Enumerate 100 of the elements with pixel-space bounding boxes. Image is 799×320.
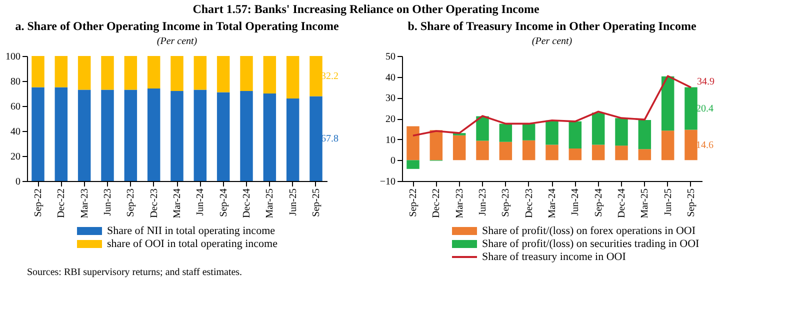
bar <box>240 56 253 91</box>
x-tick-label: Dec-23 <box>524 188 535 218</box>
bar <box>568 148 582 160</box>
legend-label: share of OOI in total operating income <box>107 238 278 250</box>
chart-subtitle: (Per cent) <box>156 36 198 47</box>
x-tick-label: Sep-24 <box>218 188 230 217</box>
bar <box>170 91 184 181</box>
bar <box>263 56 276 94</box>
bar <box>406 160 420 169</box>
x-tick-label: Sep-23 <box>500 188 512 217</box>
bar <box>592 144 605 160</box>
legend-label: Share of NII in total operating income <box>107 225 276 237</box>
bar <box>638 120 652 150</box>
bar <box>78 56 91 90</box>
y-tick-label: 40 <box>10 126 20 138</box>
y-tick-label: 80 <box>10 76 20 88</box>
legend-label: Share of profit/(loss) on securities trading in OOI <box>482 238 700 250</box>
bar <box>54 56 68 88</box>
bar <box>661 130 674 160</box>
line-series <box>412 75 692 136</box>
bar <box>54 87 68 181</box>
x-tick-label: Dec-23 <box>148 188 160 218</box>
chart-subtitle: (Per cent) <box>532 36 573 47</box>
bar <box>546 144 558 160</box>
chart-title: a. Share of Other Operating Income in Total Operating Income <box>15 19 340 33</box>
x-tick-label: Sep-25 <box>686 188 697 217</box>
y-tick-label: 30 <box>386 93 396 104</box>
legend-label: Share of profit/(loss) on forex operations in OOI <box>482 225 696 237</box>
x-tick-label: Jun-23 <box>102 188 114 216</box>
bar <box>124 56 138 90</box>
x-tick-label: Mar-24 <box>547 188 558 218</box>
chart-title: b. Share of Treasury Income in Other Operating Income <box>408 19 697 33</box>
bar <box>310 56 322 96</box>
source-note: Sources: RBI supervisory returns; and staff estimates. <box>27 267 242 278</box>
x-tick-label: Jun-25 <box>662 188 674 216</box>
y-tick-label: 20 <box>10 152 20 162</box>
bar <box>476 140 489 160</box>
bar <box>310 96 322 181</box>
x-tick-label: Mar-24 <box>172 188 183 218</box>
bar <box>568 121 582 148</box>
bar <box>476 116 489 141</box>
y-tick-label: 0 <box>390 156 396 167</box>
bar <box>452 135 466 160</box>
bar <box>194 56 207 90</box>
bar <box>615 118 628 146</box>
y-tick-label: 40 <box>386 72 396 84</box>
bar <box>32 87 44 181</box>
x-tick-label: Jun-24 <box>570 188 582 216</box>
bar <box>522 124 536 140</box>
bar <box>101 56 114 90</box>
x-tick-label: Sep-23 <box>126 188 137 217</box>
x-tick-label: Sep-25 <box>310 188 322 217</box>
bar <box>661 76 674 131</box>
x-tick-label: Dec-22 <box>431 188 442 218</box>
y-tick-label: 10 <box>386 134 396 146</box>
bar <box>499 142 512 160</box>
bar <box>240 91 253 181</box>
bar <box>101 90 114 181</box>
bar <box>638 149 652 160</box>
bar <box>684 87 698 130</box>
bar <box>286 98 300 181</box>
x-tick-label: Sep-24 <box>593 188 604 217</box>
bar <box>546 120 558 145</box>
x-tick-label: Dec-22 <box>56 188 68 218</box>
bar <box>263 94 276 181</box>
bar <box>684 130 698 160</box>
bar <box>124 90 138 181</box>
x-tick-label: Mar-25 <box>264 188 276 218</box>
y-tick-label: 60 <box>10 102 20 112</box>
bar <box>216 92 230 181</box>
bar <box>406 126 420 160</box>
x-tick-label: Dec-24 <box>616 188 628 218</box>
bar <box>286 56 300 98</box>
x-tick-label: Sep-22 <box>408 188 420 217</box>
x-tick-label: Mar-25 <box>640 188 651 218</box>
bar <box>147 88 160 181</box>
y-tick-label: −10 <box>380 176 396 188</box>
y-tick-label: 20 <box>386 114 396 125</box>
bar <box>615 146 628 160</box>
bar <box>147 56 160 88</box>
bar <box>32 56 44 88</box>
bar <box>194 90 207 181</box>
legend-label: Share of treasury income in OOI <box>482 251 626 263</box>
bar <box>430 130 443 160</box>
data-label: 34.9 <box>696 76 714 88</box>
bar <box>522 140 536 160</box>
x-tick-label: Dec-24 <box>242 188 252 218</box>
x-tick-label: Jun-23 <box>478 188 488 216</box>
x-tick-label: Jun-25 <box>288 188 299 216</box>
bar <box>592 112 605 145</box>
y-tick-label: 50 <box>386 52 396 62</box>
x-tick-label: Jun-24 <box>195 188 206 216</box>
bar <box>78 90 91 181</box>
x-tick-label: Mar-23 <box>454 188 466 218</box>
bar <box>216 56 230 92</box>
x-tick-label: Sep-22 <box>33 188 44 217</box>
bar <box>499 124 512 142</box>
bar <box>170 56 184 91</box>
y-tick-label: 0 <box>16 176 20 188</box>
caption: Chart 1.57: Banks' Increasing Reliance on Other Operating Income <box>192 2 540 16</box>
